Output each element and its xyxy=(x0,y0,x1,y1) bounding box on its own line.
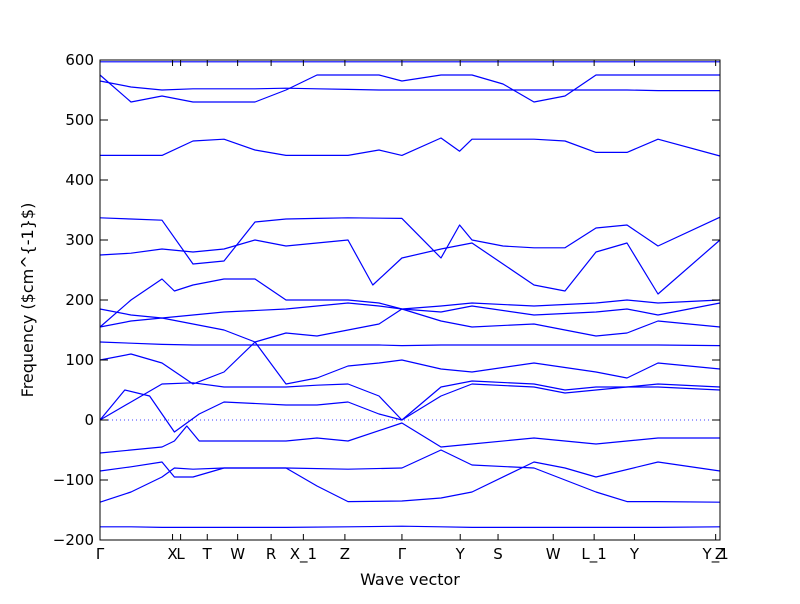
y-tick-label: −200 xyxy=(53,531,94,549)
x-tick-label: Z xyxy=(715,545,725,563)
band-line-6 xyxy=(99,383,721,433)
x-tick-label: Z xyxy=(340,545,350,563)
x-tick-label: Y xyxy=(455,545,466,563)
y-tick-label: 100 xyxy=(65,351,94,369)
y-axis-label: Frequency ($cm^{-1}$) xyxy=(18,203,37,398)
band-line-2 xyxy=(99,449,721,503)
y-tick-label: −100 xyxy=(53,471,94,489)
band-line-7 xyxy=(99,341,721,385)
band-line-5 xyxy=(99,380,721,421)
bands-layer xyxy=(99,61,721,528)
x-tick-label: T xyxy=(202,545,213,563)
x-tick-label: X xyxy=(167,545,177,563)
band-line-4 xyxy=(99,422,720,454)
x-axis-label: Wave vector xyxy=(360,570,460,589)
x-tick-label: L xyxy=(176,545,185,563)
band-line-16 xyxy=(99,74,720,103)
y-tick-label: 500 xyxy=(65,111,94,129)
x-tick-label: L_1 xyxy=(581,545,606,564)
x-ticks: Γ XL T W R X_1 Z Γ Y S W L_1 Y Y_1Z xyxy=(96,60,729,564)
y-tick-label: 200 xyxy=(65,291,94,309)
y-tick-label: 300 xyxy=(65,231,94,249)
band-line-8 xyxy=(99,341,721,347)
x-tick-label: Γ xyxy=(96,545,105,563)
band-line-3 xyxy=(99,461,721,503)
y-tick-label: 0 xyxy=(84,411,94,429)
band-line-9 xyxy=(99,308,721,343)
x-tick-label: X_1 xyxy=(290,545,317,564)
y-tick-label: 600 xyxy=(65,51,94,69)
band-line-1 xyxy=(100,525,721,528)
x-tick-label: Γ xyxy=(398,545,407,563)
x-tick-label: W xyxy=(230,545,245,563)
y-tick-label: 400 xyxy=(65,171,94,189)
x-tick-label: S xyxy=(493,545,503,563)
band-line-14 xyxy=(100,137,721,157)
x-tick-label: Y xyxy=(629,545,640,563)
x-tick-label: W xyxy=(546,545,561,563)
y-ticks: −200 −100 0 100 200 300 400 500 600 xyxy=(53,51,720,549)
band-line-11 xyxy=(99,278,721,328)
x-tick-label: R xyxy=(266,545,276,563)
band-line-13 xyxy=(99,216,721,265)
band-line-15 xyxy=(99,80,720,92)
band-line-12 xyxy=(99,239,721,295)
band-line-10 xyxy=(99,299,721,319)
x-tick-label: Y_1 xyxy=(702,545,729,564)
